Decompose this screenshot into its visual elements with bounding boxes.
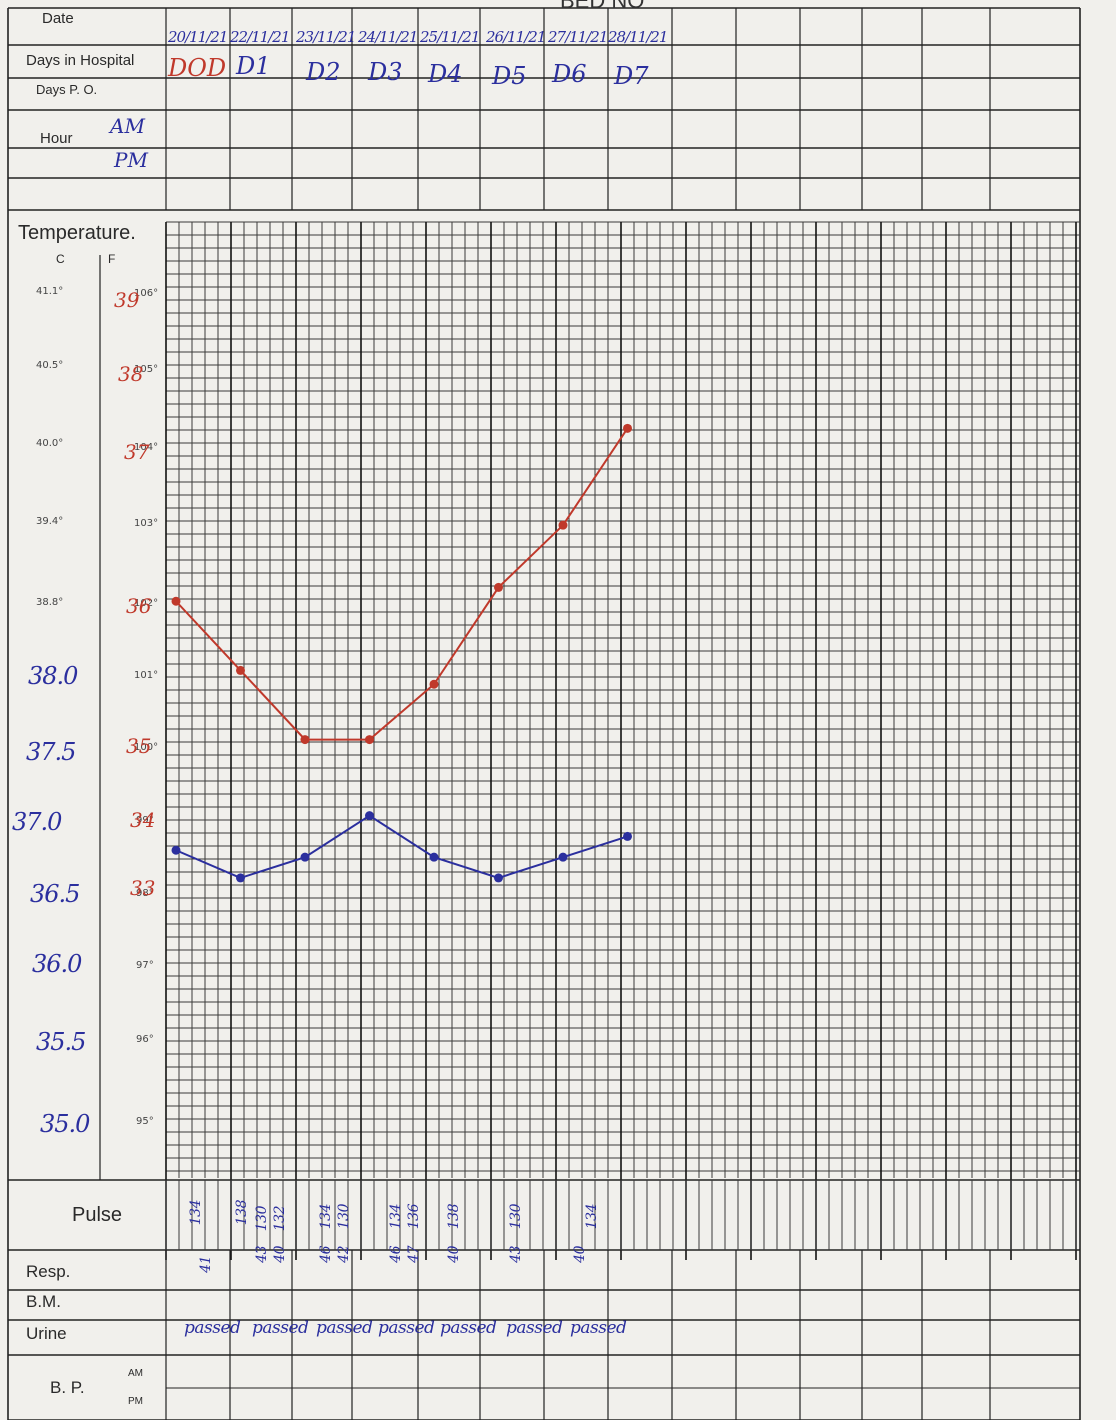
- fahrenheit-printed-tick: 95°: [136, 1116, 154, 1127]
- fahrenheit-printed-tick: 106°: [134, 288, 159, 299]
- days-in-hospital-label: Days in Hospital: [26, 52, 135, 69]
- celsius-hand-tick: 36.0: [32, 950, 82, 978]
- celsius-hand-tick: 36.5: [30, 880, 80, 908]
- celsius-printed-tick: 40.0°: [36, 438, 64, 449]
- temperature-label: Temperature.: [18, 222, 136, 244]
- date-label: Date: [42, 10, 74, 27]
- celsius-printed-tick: 38.8°: [36, 597, 64, 608]
- urine-value: passed: [378, 1318, 435, 1338]
- series-1-point-DOD: [171, 845, 181, 855]
- celsius-hand-tick: 35.5: [36, 1028, 86, 1056]
- red-scale-hand-tick: 33: [130, 876, 156, 900]
- series-1-point-D5: [494, 873, 503, 883]
- series-1-point-D4: [429, 852, 439, 862]
- date-cell: 26/11/21: [486, 28, 546, 46]
- days-po-label: Days P. O.: [36, 82, 98, 97]
- red-scale-hand-tick: 39: [114, 288, 140, 312]
- hour-am: AM: [110, 114, 145, 138]
- urine-value: passed: [184, 1318, 241, 1338]
- fahrenheit-printed-tick: 98°: [136, 888, 154, 899]
- day-cell: D7: [614, 62, 649, 90]
- bp-pm-label: PM: [128, 1396, 143, 1407]
- red-scale-hand-tick: 37: [124, 440, 150, 464]
- celsius-label: C: [56, 252, 65, 266]
- day-cell: D3: [368, 58, 403, 86]
- fahrenheit-printed-tick: 104°: [134, 442, 159, 453]
- fahrenheit-printed-tick: 102°: [134, 598, 159, 609]
- urine-value: passed: [506, 1318, 563, 1338]
- series-1-point-D3: [365, 811, 374, 821]
- day-cell: DOD: [168, 54, 227, 82]
- series-1-point-D7: [623, 831, 632, 841]
- date-cell: 25/11/21: [420, 28, 480, 46]
- bed-no-header: BED NO: [560, 0, 645, 13]
- series-1-point-D1: [236, 873, 245, 883]
- urine-value: passed: [440, 1318, 497, 1338]
- fahrenheit-printed-tick: 103°: [134, 518, 159, 529]
- series-line-1: [175, 814, 628, 879]
- urine-label: Urine: [26, 1324, 67, 1343]
- date-cell: 27/11/21: [548, 28, 608, 46]
- date-cell: 23/11/21: [296, 28, 356, 46]
- resp-label: Resp.: [26, 1262, 71, 1281]
- date-cell: 22/11/21: [230, 28, 290, 46]
- day-cell: D2: [306, 58, 341, 86]
- fahrenheit-printed-tick: 100°: [134, 742, 159, 753]
- red-scale-hand-tick: 34: [130, 808, 156, 832]
- celsius-hand-tick: 37.0: [12, 808, 62, 836]
- celsius-hand-tick: 35.0: [40, 1110, 90, 1138]
- red-scale-hand-tick: 35: [126, 734, 152, 758]
- red-scale-hand-tick: 38: [118, 362, 144, 386]
- date-cell: 28/11/21: [608, 28, 668, 46]
- series-1-point-D2: [300, 852, 310, 862]
- series-0-point-D1: [236, 665, 245, 675]
- bp-label: B. P.: [50, 1378, 85, 1397]
- celsius-printed-tick: 41.1°: [36, 286, 64, 297]
- pulse-label: Pulse: [72, 1204, 123, 1226]
- day-cell: D1: [236, 52, 271, 80]
- urine-value: passed: [316, 1318, 373, 1338]
- series-0-point-D2: [300, 735, 310, 745]
- bm-label: B.M.: [26, 1292, 61, 1311]
- series-line-0: [175, 427, 629, 741]
- series-0-point-D4: [429, 679, 439, 689]
- urine-value: passed: [252, 1318, 309, 1338]
- date-cell: 24/11/21: [358, 28, 418, 46]
- fahrenheit-printed-tick: 96°: [136, 1034, 154, 1045]
- fahrenheit-printed-tick: 101°: [134, 670, 159, 681]
- fahrenheit-printed-tick: 97°: [136, 960, 154, 971]
- hour-label: Hour: [40, 130, 73, 147]
- series-0-point-D6: [558, 520, 568, 530]
- urine-value: passed: [570, 1318, 627, 1338]
- celsius-printed-tick: 39.4°: [36, 516, 64, 527]
- fahrenheit-printed-tick: 99°: [136, 815, 154, 826]
- day-cell: D6: [552, 60, 587, 88]
- series-0-point-D3: [365, 735, 374, 745]
- celsius-hand-tick: 38.0: [28, 662, 78, 690]
- bp-am-label: AM: [128, 1368, 143, 1379]
- series-1-point-D6: [558, 852, 568, 862]
- hour-pm: PM: [114, 148, 148, 172]
- date-cell: 20/11/21: [168, 28, 228, 46]
- celsius-hand-tick: 37.5: [26, 738, 76, 766]
- series-0-point-DOD: [171, 596, 181, 606]
- day-cell: D4: [428, 60, 463, 88]
- fahrenheit-printed-tick: 105°: [134, 364, 159, 375]
- celsius-printed-tick: 40.5°: [36, 360, 64, 371]
- day-cell: D5: [492, 62, 527, 90]
- red-scale-hand-tick: 36: [126, 594, 152, 618]
- fahrenheit-label: F: [108, 252, 116, 266]
- series-0-point-D5: [494, 582, 503, 592]
- series-0-point-D7: [623, 423, 632, 433]
